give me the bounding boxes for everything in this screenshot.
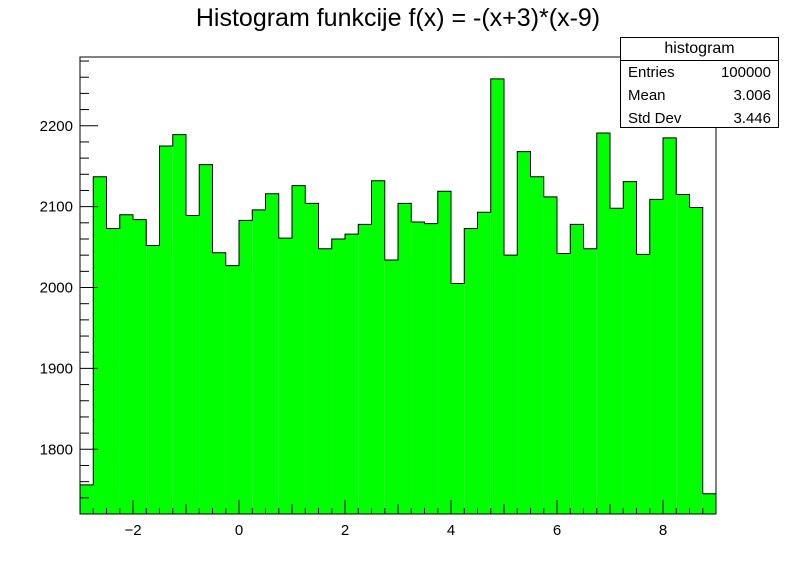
histogram-bin: [278, 238, 292, 514]
y-tick-label: 1800: [40, 441, 73, 458]
histogram-bin: [583, 248, 597, 515]
histogram-bin: [689, 207, 703, 514]
stats-label: Std Dev: [628, 110, 682, 127]
axes: −2 0 2 4 6 8 1800 1900 2000 2100 2200: [40, 60, 717, 539]
histogram-bin: [636, 254, 650, 514]
stats-row-stddev: Std Dev 3.446: [621, 107, 778, 130]
histogram-bin: [199, 164, 213, 514]
stats-row-entries: Entries 100000: [621, 61, 778, 84]
histogram-bin: [305, 203, 319, 514]
histogram-bin: [265, 193, 279, 515]
histogram-bin: [676, 194, 690, 514]
stats-label: Mean: [628, 87, 666, 104]
histogram-bin: [172, 134, 186, 515]
histogram-bin: [530, 176, 544, 515]
histogram-bin: [252, 209, 266, 515]
histogram-bin: [318, 248, 332, 515]
x-tick-label: 6: [553, 522, 561, 539]
x-tick-label: 4: [447, 522, 455, 539]
histogram-bin: [358, 224, 372, 514]
histogram-bin: [133, 219, 147, 514]
stats-value: 100000: [720, 64, 771, 81]
histogram-bin: [504, 255, 518, 514]
x-tick-label: 2: [341, 522, 349, 539]
histogram-bin: [663, 137, 677, 514]
histogram-bin: [345, 234, 359, 514]
histogram-bin: [371, 180, 385, 515]
histogram-bin: [570, 224, 584, 514]
histogram-bin: [398, 203, 412, 514]
histogram-bin: [159, 145, 173, 514]
x-tick-label: 8: [659, 522, 667, 539]
y-tick-label: 2000: [40, 280, 73, 297]
histogram-bin: [610, 208, 624, 514]
histogram-outline: [79, 78, 717, 514]
histogram-bin: [702, 493, 716, 514]
x-tick-label: −2: [124, 522, 141, 539]
histogram-bin: [451, 283, 465, 514]
histogram-bin: [80, 484, 94, 514]
y-tick-label: 1900: [40, 360, 73, 377]
histogram-bin: [623, 181, 637, 514]
histogram-bin: [490, 78, 504, 515]
histogram-bin: [596, 133, 610, 514]
y-tick-label: 2200: [40, 118, 73, 135]
histogram-bin: [186, 215, 200, 514]
histogram-bin: [106, 228, 120, 514]
x-tick-label: 0: [235, 522, 243, 539]
histogram-bin: [477, 212, 491, 514]
histogram-bin: [212, 252, 226, 515]
histogram-bin: [331, 238, 345, 514]
histogram-bars: [79, 78, 717, 515]
stats-value: 3.446: [733, 110, 771, 127]
histogram-bin: [411, 222, 425, 514]
histogram-bin: [649, 199, 663, 514]
histogram-bin: [384, 260, 398, 514]
histogram-bin: [424, 223, 438, 514]
histogram-bin: [517, 151, 531, 515]
histogram-bin: [225, 265, 239, 514]
stats-box: histogram Entries 100000 Mean 3.006 Std …: [620, 37, 779, 128]
stats-row-mean: Mean 3.006: [621, 84, 778, 107]
chart-title: Histogram funkcije f(x) = -(x+3)*(x-9): [195, 4, 601, 32]
histogram-bin: [464, 228, 478, 514]
histogram-bin: [557, 253, 571, 514]
y-tick-label: 2100: [40, 199, 73, 216]
histogram-bin: [119, 214, 133, 515]
stats-label: Entries: [628, 64, 675, 81]
histogram-bin: [93, 176, 107, 515]
histogram-bin: [292, 185, 306, 514]
histogram-bin: [239, 220, 253, 514]
histogram-bin: [437, 191, 451, 514]
stats-value: 3.006: [733, 87, 771, 104]
stats-title: histogram: [621, 38, 778, 61]
histogram-bin: [543, 196, 557, 514]
histogram-bin: [146, 245, 160, 514]
